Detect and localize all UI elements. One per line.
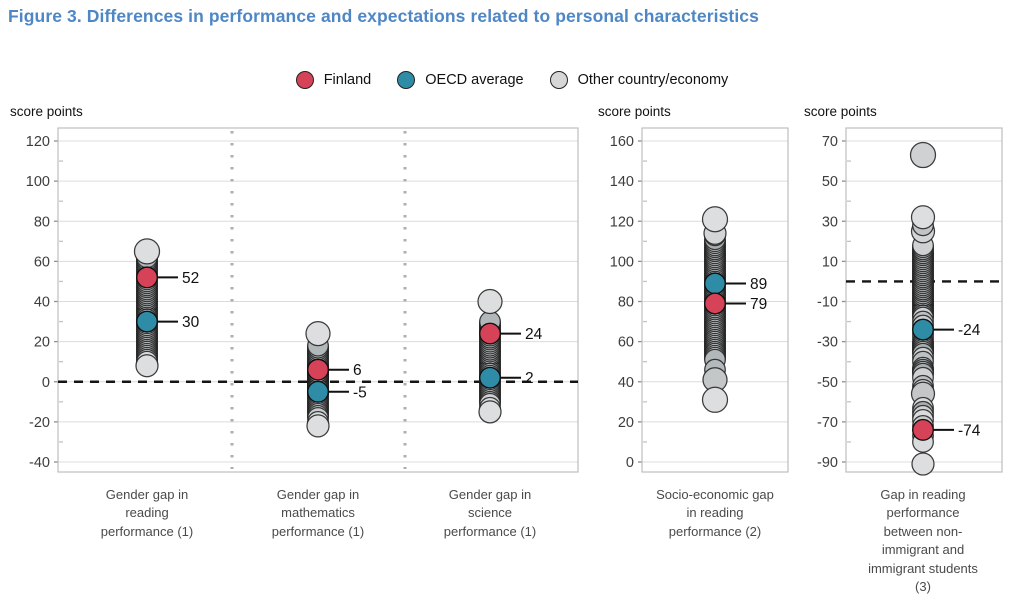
legend-item-oecd: OECD average [397, 71, 524, 89]
data-point-other [701, 206, 729, 233]
y-tick-label: -50 [817, 375, 838, 391]
data-point-other [135, 354, 159, 378]
y-tick-label: 60 [34, 254, 50, 270]
data-point-other [478, 400, 502, 424]
data-point-value-label: 89 [750, 276, 767, 293]
panel-border [641, 127, 789, 473]
y-tick-label: 10 [822, 254, 838, 270]
data-point-finland [307, 358, 330, 381]
data-point-other [306, 414, 330, 438]
data-point-other [305, 320, 331, 347]
y-tick-label: 120 [26, 134, 50, 150]
data-point-finland [912, 418, 935, 441]
category-label: Gap in reading performance between non-imm… [868, 487, 978, 595]
data-point-oecd [135, 310, 158, 333]
data-point-oecd [912, 318, 935, 341]
y-tick-label: 100 [26, 174, 50, 190]
data-point-oecd [307, 380, 330, 403]
y-tick-label: -30 [817, 335, 838, 351]
y-tick-label: 160 [610, 134, 634, 150]
y-tick-label: 0 [626, 455, 634, 471]
data-point-finland [704, 292, 727, 315]
finland-dot-icon [295, 71, 314, 89]
panel-border [57, 127, 579, 473]
y-axis-unit-right: score points [804, 104, 877, 119]
legend-label-oecd: OECD average [425, 72, 524, 88]
y-tick-label: -20 [29, 415, 50, 431]
y-tick-label: 20 [34, 335, 50, 351]
data-point-other [133, 238, 161, 265]
data-point-other [911, 452, 935, 476]
y-tick-label: 50 [822, 174, 838, 190]
y-tick-label: 30 [822, 214, 838, 230]
data-point-finland [135, 266, 158, 289]
data-point-value-label: -5 [353, 384, 367, 401]
data-point-other [910, 205, 936, 230]
category-label: Gender gap in science performance (1) [443, 487, 537, 539]
y-tick-label: 140 [610, 174, 634, 190]
y-tick-label: 80 [34, 214, 50, 230]
y-tick-label: 120 [610, 214, 634, 230]
y-tick-label: 60 [618, 335, 634, 351]
y-tick-label: 40 [34, 295, 50, 311]
legend: Finland OECD average Other country/econo… [0, 71, 1024, 89]
y-tick-label: -90 [817, 455, 838, 471]
legend-label-other: Other country/economy [577, 72, 729, 88]
legend-item-other: Other country/economy [549, 71, 729, 89]
y-tick-label: 20 [618, 415, 634, 431]
data-point-other [701, 386, 729, 413]
y-axis-unit-middle: score points [598, 104, 671, 119]
y-tick-label: 0 [42, 375, 50, 391]
y-tick-label: 80 [618, 295, 634, 311]
y-tick-label: 70 [822, 134, 838, 150]
data-point-finland [479, 322, 502, 345]
other-dot-icon [549, 71, 568, 89]
y-tick-label: -10 [817, 295, 838, 311]
y-tick-label: -40 [29, 455, 50, 471]
data-point-value-label: 30 [182, 314, 200, 331]
y-axis-unit-left: score points [10, 104, 83, 119]
category-label: Gender gap in mathematics performance (1) [271, 487, 365, 539]
y-tick-label: 100 [610, 254, 634, 270]
data-point-value-label: 2 [525, 370, 534, 387]
y-tick-label: 40 [618, 375, 634, 391]
data-point-value-label: 79 [750, 296, 767, 313]
data-point-other [477, 288, 503, 315]
data-point-value-label: 52 [182, 270, 199, 287]
data-point-value-label: 6 [353, 362, 362, 379]
data-point-value-label: 24 [525, 326, 543, 343]
category-label: Socio-economic gap in reading performance … [656, 487, 774, 539]
category-label: Gender gap in reading performance (1) [100, 487, 194, 539]
data-point-oecd [479, 366, 502, 389]
legend-label-finland: Finland [323, 72, 372, 88]
data-point-other [909, 141, 937, 169]
data-point-value-label: -24 [958, 322, 981, 339]
data-point-value-label: -74 [958, 422, 981, 439]
data-point-oecd [704, 272, 727, 295]
y-tick-label: -70 [817, 415, 838, 431]
legend-item-finland: Finland [295, 71, 372, 89]
oecd-dot-icon [397, 71, 416, 89]
figure-title: Figure 3. Differences in performance and… [8, 6, 759, 26]
